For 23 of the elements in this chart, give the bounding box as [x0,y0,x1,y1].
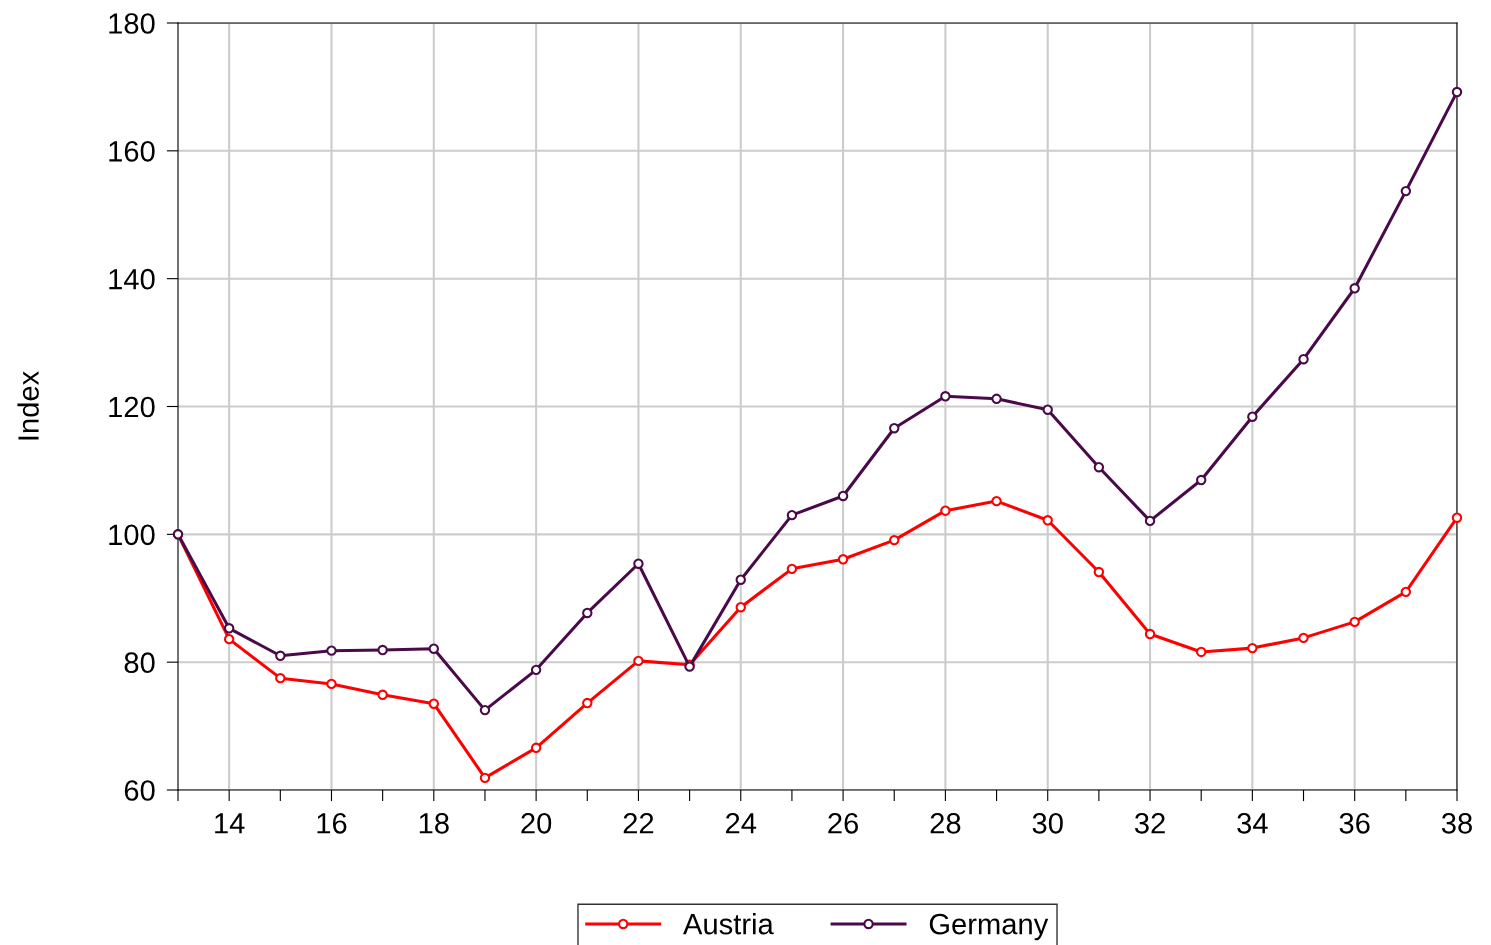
x-tick-label: 32 [1134,812,1165,834]
y-tick-label: 160 [109,141,155,162]
y-tick-label: 100 [109,524,155,546]
x-tick-label: 20 [521,812,552,834]
x-tick-label: 28 [930,812,961,834]
x-tick-label: 22 [623,812,654,834]
y-tick-label: 60 [124,780,155,801]
x-tick-label: 26 [828,812,859,834]
legend-label: Austria [683,913,774,935]
y-tick-label: 180 [109,13,155,34]
x-tick-label: 16 [317,812,347,834]
y-tick-label: 120 [109,396,155,418]
x-tick-label: 14 [215,813,245,834]
y-tick-label: 80 [124,652,155,674]
x-tick-label: 24 [726,812,757,834]
x-tick-label: 34 [1237,812,1268,834]
y-tick-label: 140 [109,268,155,290]
x-tick-label: 36 [1339,812,1370,834]
x-tick-label: 30 [1032,812,1063,834]
legend-label: Germany [929,913,1049,941]
x-tick-label: 18 [419,812,449,834]
y-axis-title: Index [17,371,39,440]
x-tick-label: 38 [1441,812,1472,834]
